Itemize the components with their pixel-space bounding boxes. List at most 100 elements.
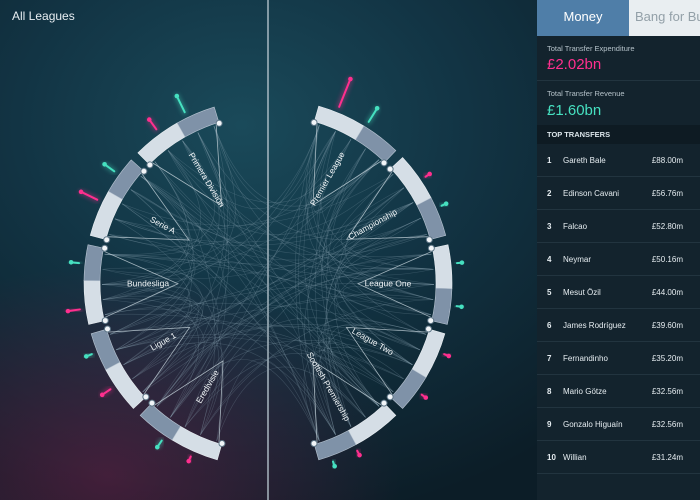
transfer-fee: £44.00m: [651, 288, 683, 297]
chord: [123, 202, 414, 366]
transfer-fee: £31.24m: [651, 453, 683, 462]
chord: [197, 132, 380, 407]
rank: 8: [547, 387, 552, 396]
chord: [114, 218, 380, 407]
chord: [101, 161, 189, 285]
rank: 3: [547, 222, 552, 231]
spend-spike-dot: [427, 171, 432, 177]
chords: [101, 125, 435, 441]
chord: [184, 131, 336, 427]
spend-spike: [80, 190, 99, 201]
list-item[interactable]: 3 Falcao £52.80m: [537, 210, 700, 243]
arc-segment-light: [348, 403, 397, 445]
list-item[interactable]: 10 Willian £31.24m: [537, 441, 700, 474]
spend-spike-dot: [423, 395, 429, 400]
spend-spike-dot: [357, 452, 362, 458]
chord: [170, 359, 320, 441]
rank: 6: [547, 321, 552, 330]
list-item[interactable]: 2 Edinson Cavani £56.76m: [537, 177, 700, 210]
chord: [184, 234, 427, 427]
spend-spike-dot: [348, 76, 353, 82]
chord: [167, 150, 421, 351]
rank: 10: [547, 453, 556, 462]
chord: [104, 253, 191, 380]
spend-spike-dot: [146, 117, 152, 122]
chord: [102, 161, 190, 300]
league-segment: Bundesliga: [83, 244, 179, 325]
chord: [109, 234, 435, 285]
chord: [123, 317, 198, 393]
transfer-fee: £88.00m: [651, 156, 683, 165]
anchor-dot: [148, 399, 156, 407]
revenue-spike: [367, 107, 379, 123]
segment-outline: [102, 250, 179, 319]
expenditure-value: £2.02bn: [547, 56, 602, 73]
chord: [306, 131, 435, 286]
revenue-value: £1.60bn: [547, 102, 602, 119]
revenue-spike-dot: [332, 463, 337, 469]
chord: [130, 189, 427, 256]
chord: [167, 150, 320, 441]
tab-money[interactable]: Money: [537, 0, 629, 36]
anchor-dot: [218, 440, 226, 448]
transfer-spikes: [65, 76, 465, 469]
chord: [109, 282, 435, 335]
arc-segment-light: [313, 105, 365, 141]
chord: [123, 187, 405, 366]
stats-panel: Money Bang for Buck Total Transfer Expen…: [537, 0, 700, 500]
chord: [319, 131, 434, 270]
anchor-dot: [142, 393, 150, 401]
chord: [122, 173, 394, 226]
chord: [349, 281, 434, 315]
player-name: Falcao: [563, 222, 588, 231]
chord: [200, 342, 404, 435]
list-item[interactable]: 4 Neymar £50.16m: [537, 243, 700, 276]
list-item[interactable]: 7 Fernandinho £35.20m: [537, 342, 700, 375]
chord: [321, 159, 421, 351]
chord: [197, 132, 421, 240]
transfer-fee: £32.56m: [651, 387, 683, 396]
chord: [104, 140, 220, 315]
rank: 5: [547, 288, 552, 297]
list-item[interactable]: 9 Gonzalo Higuaín £32.56m: [537, 408, 700, 441]
chord: [307, 159, 380, 427]
transfer-fee: £50.16m: [651, 255, 683, 264]
chord: [154, 161, 432, 315]
top-transfers-heading: TOP TRANSFERS: [537, 125, 700, 144]
chord: [105, 313, 394, 393]
player-name: Edinson Cavani: [563, 189, 620, 198]
chord: [121, 203, 336, 435]
tab-bang-for-buck[interactable]: Bang for Buck: [629, 0, 700, 36]
arc-segment-light: [390, 157, 432, 206]
list-item[interactable]: 8 Mario Götze £32.56m: [537, 375, 700, 408]
chord: [167, 125, 320, 210]
list-item[interactable]: 1 Gareth Bale £88.00m: [537, 144, 700, 177]
chord: [104, 253, 432, 315]
chord: [130, 189, 336, 435]
chord: [115, 202, 414, 351]
player-name: Gareth Bale: [563, 156, 606, 165]
list-item[interactable]: 6 James Rodríguez £39.60m: [537, 309, 700, 342]
list-item[interactable]: 5 Mesut Özil £44.00m: [537, 276, 700, 309]
chord: [337, 234, 427, 365]
chord: [319, 148, 431, 315]
revenue-spike-dot: [443, 201, 449, 206]
spend-spike: [338, 78, 352, 108]
segment-outline: [357, 250, 434, 319]
chord: [140, 176, 413, 365]
chord: [156, 140, 229, 407]
chord: [182, 140, 432, 258]
chord: [184, 267, 434, 427]
transfer-fee: £32.56m: [651, 420, 683, 429]
rank: 1: [547, 156, 552, 165]
anchor-dot: [310, 118, 318, 126]
chord: [140, 176, 394, 393]
transfer-fee: £52.80m: [651, 222, 683, 231]
chord: [132, 132, 225, 380]
chord: [216, 358, 320, 441]
chord: [115, 189, 195, 351]
chord: [110, 253, 432, 335]
chord: [216, 366, 366, 441]
chord: [334, 234, 427, 366]
chord: [102, 125, 236, 274]
